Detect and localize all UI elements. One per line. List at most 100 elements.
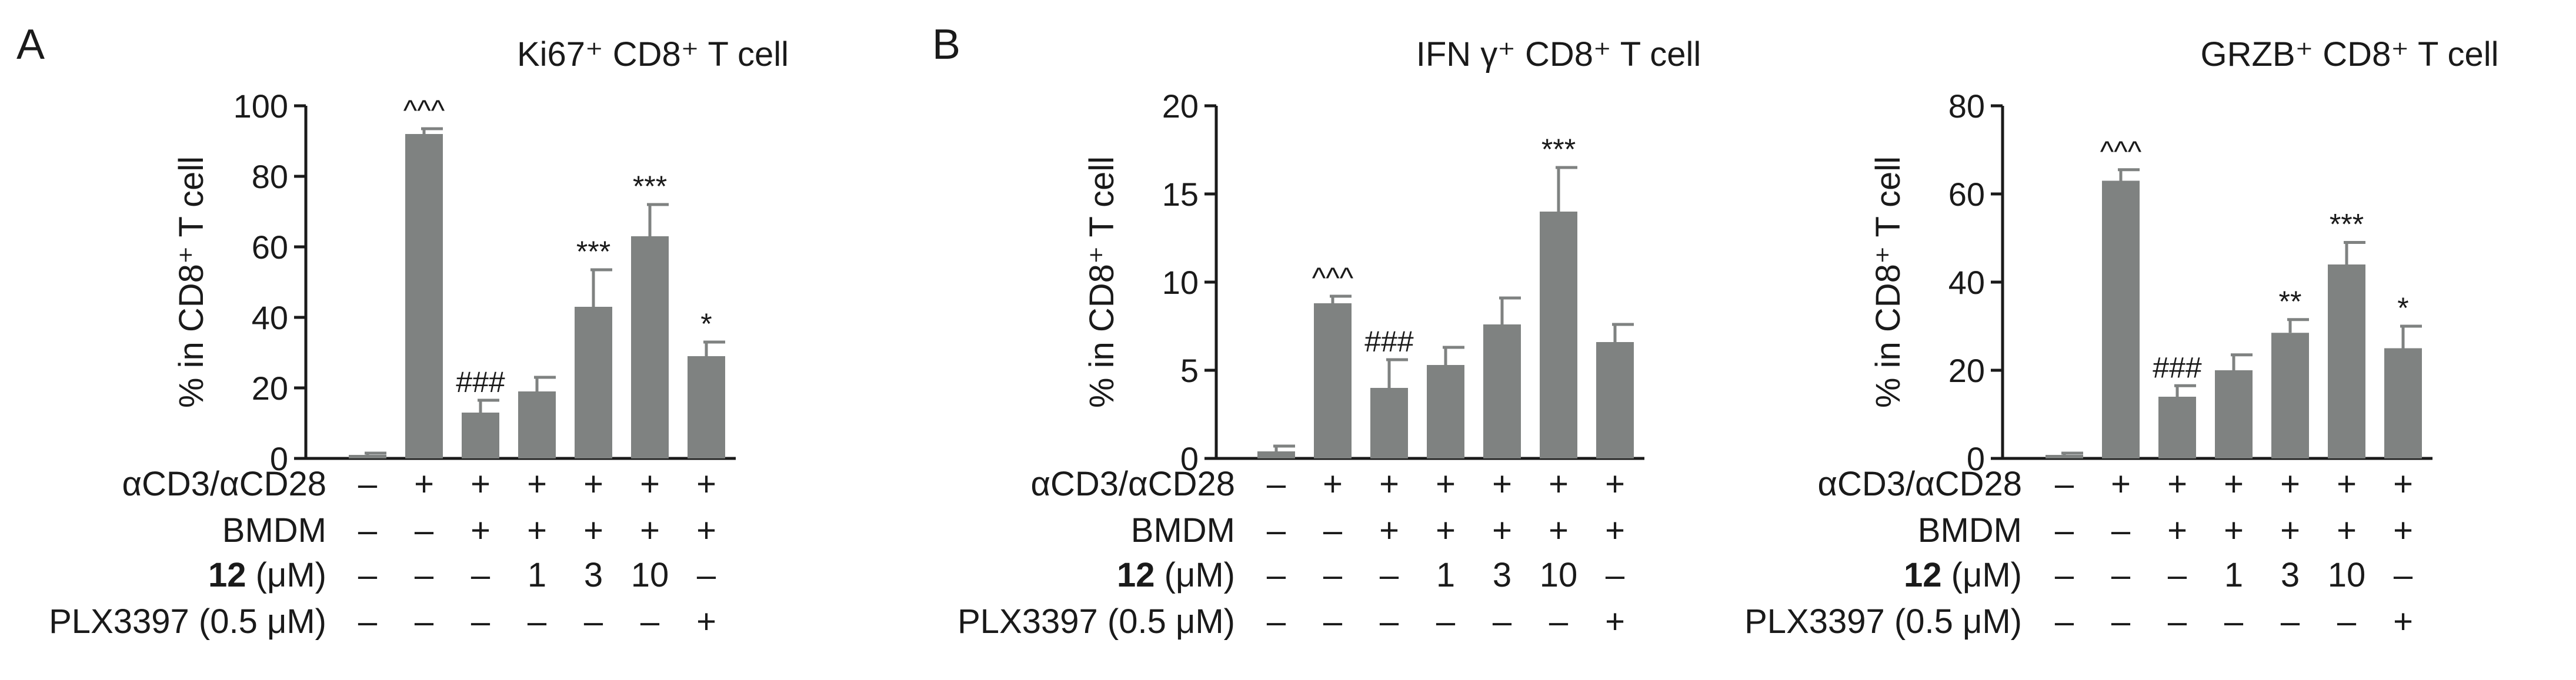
condition-cell: – (358, 602, 378, 641)
y-tick-label: 5 (1180, 352, 1199, 389)
condition-row-text: αCD3/αCD28 (1031, 465, 1236, 503)
condition-cell: + (2337, 465, 2357, 503)
bar (518, 391, 556, 458)
condition-cell: + (1436, 511, 1456, 550)
condition-cell: – (358, 556, 378, 594)
y-tick-label: 0 (1967, 440, 1985, 477)
y-tick-label: 10 (1162, 264, 1199, 301)
y-tick-label: 80 (1948, 88, 1985, 125)
condition-cell: + (1492, 465, 1512, 503)
condition-cell: + (1605, 465, 1625, 503)
condition-cell: – (1323, 511, 1343, 550)
condition-cell: + (1549, 465, 1569, 503)
condition-row-label: αCD3/αCD28 (1031, 465, 1236, 503)
condition-row-label: BMDM (1131, 511, 1235, 550)
condition-row-label: 12 (μM) (1904, 556, 2022, 594)
compound-number: 12 (1904, 556, 1942, 594)
bar (1314, 303, 1352, 458)
condition-cell: + (527, 465, 547, 503)
significance-label: * (2397, 292, 2408, 324)
bar (2384, 348, 2422, 458)
condition-cell: – (415, 511, 434, 550)
y-tick-label: 60 (1948, 176, 1985, 213)
y-axis-label: % in CD8⁺ T cell (172, 156, 211, 408)
condition-cell: – (2111, 602, 2131, 641)
condition-cell: + (527, 511, 547, 550)
condition-cell: – (2055, 602, 2074, 641)
condition-cell: – (415, 602, 434, 641)
condition-row-label: 12 (μM) (1117, 556, 1235, 594)
y-tick-label: 15 (1162, 176, 1199, 213)
condition-row-label: αCD3/αCD28 (122, 465, 327, 503)
condition-cell: + (640, 465, 660, 503)
condition-row-text: PLX3397 (0.5 μM) (1744, 602, 2022, 641)
condition-row-text: PLX3397 (0.5 μM) (49, 602, 326, 641)
condition-tables: αCD3/αCD28– + + + + + +BMDM – – + + + + +12 (μM) – – –1 3… (49, 465, 2413, 641)
condition-row-text: BMDM (1131, 511, 1235, 550)
condition-cell: + (2280, 511, 2300, 550)
condition-cell: – (584, 602, 603, 641)
condition-row-text: PLX3397 (0.5 μM) (957, 602, 1235, 641)
significance-label: *** (1541, 133, 1576, 166)
condition-row-text: (μM) (246, 556, 326, 594)
condition-cell: + (1549, 511, 1569, 550)
y-tick-label: 20 (1948, 352, 1985, 389)
bar (575, 307, 612, 458)
condition-cell: 3 (1493, 556, 1511, 594)
significance-label: ** (2279, 285, 2302, 318)
condition-cell: – (1323, 556, 1343, 594)
condition-row-text: (μM) (1942, 556, 2022, 594)
chart-title: IFN γ⁺ CD8⁺ T cell (1416, 35, 1701, 73)
condition-cell: – (2111, 556, 2131, 594)
condition-cell: 1 (1436, 556, 1455, 594)
condition-cell: – (358, 511, 378, 550)
y-tick-label: 40 (252, 299, 288, 336)
bar (1427, 365, 1464, 458)
significance-label: *** (2330, 208, 2364, 241)
condition-cell: – (2281, 602, 2300, 641)
condition-cell: + (1605, 511, 1625, 550)
condition-row-text: αCD3/αCD28 (1818, 465, 2023, 503)
condition-cell: + (696, 602, 716, 641)
condition-cell: 10 (1540, 556, 1578, 594)
condition-cell: – (640, 602, 660, 641)
bar (2328, 264, 2365, 458)
bar (688, 356, 725, 458)
bar (1483, 324, 1521, 458)
significance-label: *** (576, 235, 610, 268)
condition-row-label: PLX3397 (0.5 μM) (957, 602, 1235, 641)
bar (1596, 342, 1634, 458)
condition-cell: + (2393, 602, 2413, 641)
significance-label: *** (633, 170, 667, 203)
condition-cell: – (471, 556, 490, 594)
condition-cell: + (2167, 511, 2187, 550)
panel-letter-b: B (932, 21, 960, 68)
bar (2046, 455, 2083, 458)
condition-cell: – (2394, 556, 2413, 594)
condition-cell: – (2337, 602, 2357, 641)
condition-cell: + (1379, 511, 1399, 550)
y-tick-label: 20 (1162, 88, 1199, 125)
condition-row-label: 12 (μM) (208, 556, 326, 594)
condition-row-text: (μM) (1155, 556, 1235, 594)
bar (349, 455, 386, 458)
significance-label: ### (2153, 351, 2202, 384)
bar (1257, 451, 1295, 458)
condition-cell: 10 (631, 556, 669, 594)
condition-cell: 3 (2281, 556, 2300, 594)
condition-table-1: αCD3/αCD28– + + + + + +BMDM – – + + + + +12 (μM) – – –1 3… (49, 465, 716, 641)
condition-cell: – (471, 602, 490, 641)
significance-label: ^^^ (2100, 135, 2142, 168)
condition-cell: + (696, 465, 716, 503)
bar (2215, 370, 2253, 458)
condition-cell: – (2168, 556, 2187, 594)
condition-cell: + (1605, 602, 1625, 641)
condition-cell: – (528, 602, 547, 641)
condition-row-label: αCD3/αCD28 (1818, 465, 2023, 503)
condition-cell: + (1436, 465, 1456, 503)
y-tick-label: 80 (252, 158, 288, 195)
condition-cell: 3 (584, 556, 603, 594)
condition-cell: + (471, 465, 490, 503)
bar (405, 134, 443, 458)
